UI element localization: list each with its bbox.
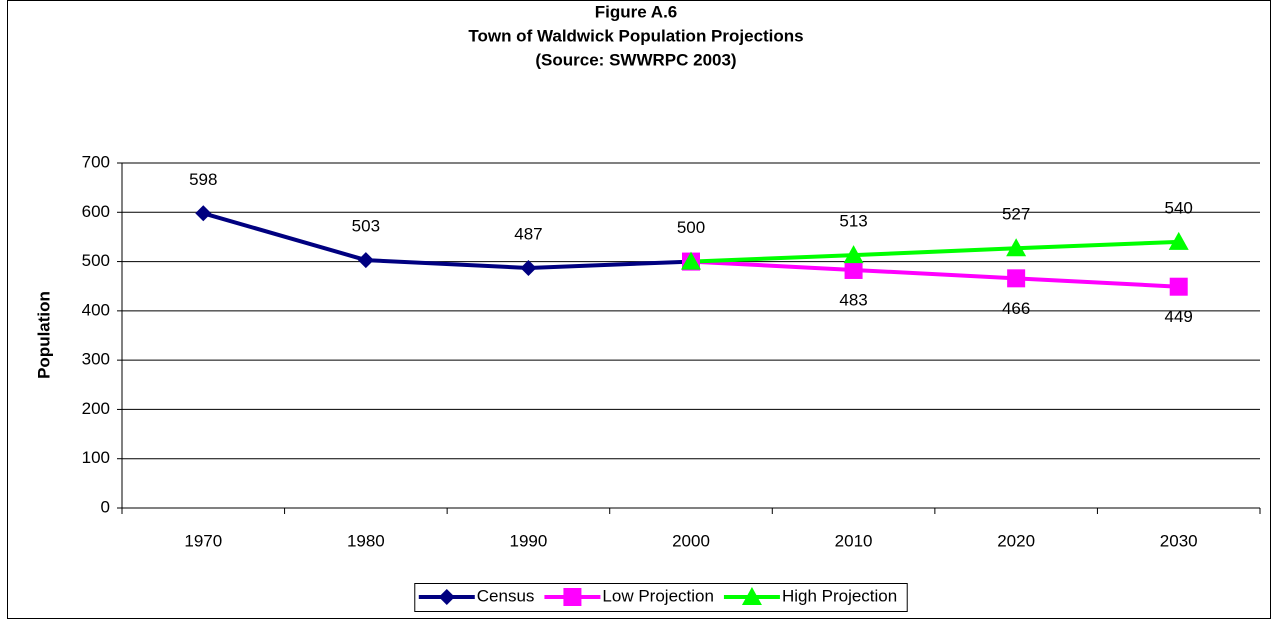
data-label: 540	[1165, 198, 1193, 217]
data-label: 500	[677, 218, 705, 237]
data-label: 598	[189, 170, 217, 189]
y-axis-title: Population	[34, 291, 53, 379]
y-tick-label: 300	[82, 350, 110, 369]
legend-marker	[741, 587, 762, 605]
marker	[1169, 277, 1188, 296]
data-label: 513	[839, 212, 867, 231]
series-line	[690, 239, 1179, 264]
y-tick-label: 600	[82, 202, 110, 221]
marker	[1006, 238, 1027, 257]
data-label: 483	[839, 290, 867, 309]
series-line	[690, 259, 1179, 289]
marker	[195, 205, 212, 222]
marker	[1168, 231, 1189, 250]
y-tick-label: 700	[82, 152, 110, 171]
data-label: 466	[1002, 299, 1030, 318]
y-tick-label: 100	[82, 448, 110, 467]
y-tick-label: 500	[82, 251, 110, 270]
legend-marker	[438, 589, 455, 605]
y-tick-label: 200	[82, 399, 110, 418]
y-tick-label: 400	[82, 300, 110, 319]
legend-label: High Projection	[782, 586, 897, 605]
x-tick-label: 1990	[510, 531, 548, 550]
x-tick-label: 2030	[1160, 531, 1198, 550]
x-tick-label: 1970	[184, 531, 222, 550]
series-line	[202, 211, 692, 270]
x-tick-label: 2020	[997, 531, 1035, 550]
legend-marker	[563, 588, 582, 606]
legend-box	[414, 583, 908, 612]
data-label: 487	[514, 224, 542, 243]
chart-title: (Source: SWWRPC 2003)	[535, 50, 736, 69]
legend-label: Low Projection	[602, 586, 714, 605]
data-label: 527	[1002, 205, 1030, 224]
data-label: 503	[352, 217, 380, 236]
chart-frame	[7, 0, 1271, 619]
legend-label: Census	[477, 586, 535, 605]
marker	[844, 260, 863, 279]
marker	[1007, 269, 1026, 288]
y-tick-label: 0	[101, 497, 110, 516]
data-label: 449	[1165, 307, 1193, 326]
x-tick-label: 2010	[835, 531, 873, 550]
marker	[681, 251, 701, 270]
x-tick-label: 2000	[672, 531, 710, 550]
chart-title: Figure A.6	[595, 2, 678, 21]
marker	[843, 245, 864, 264]
x-tick-label: 1980	[347, 531, 385, 550]
marker	[357, 252, 374, 269]
marker	[520, 259, 537, 276]
chart-title: Town of Waldwick Population Projections	[468, 26, 803, 45]
